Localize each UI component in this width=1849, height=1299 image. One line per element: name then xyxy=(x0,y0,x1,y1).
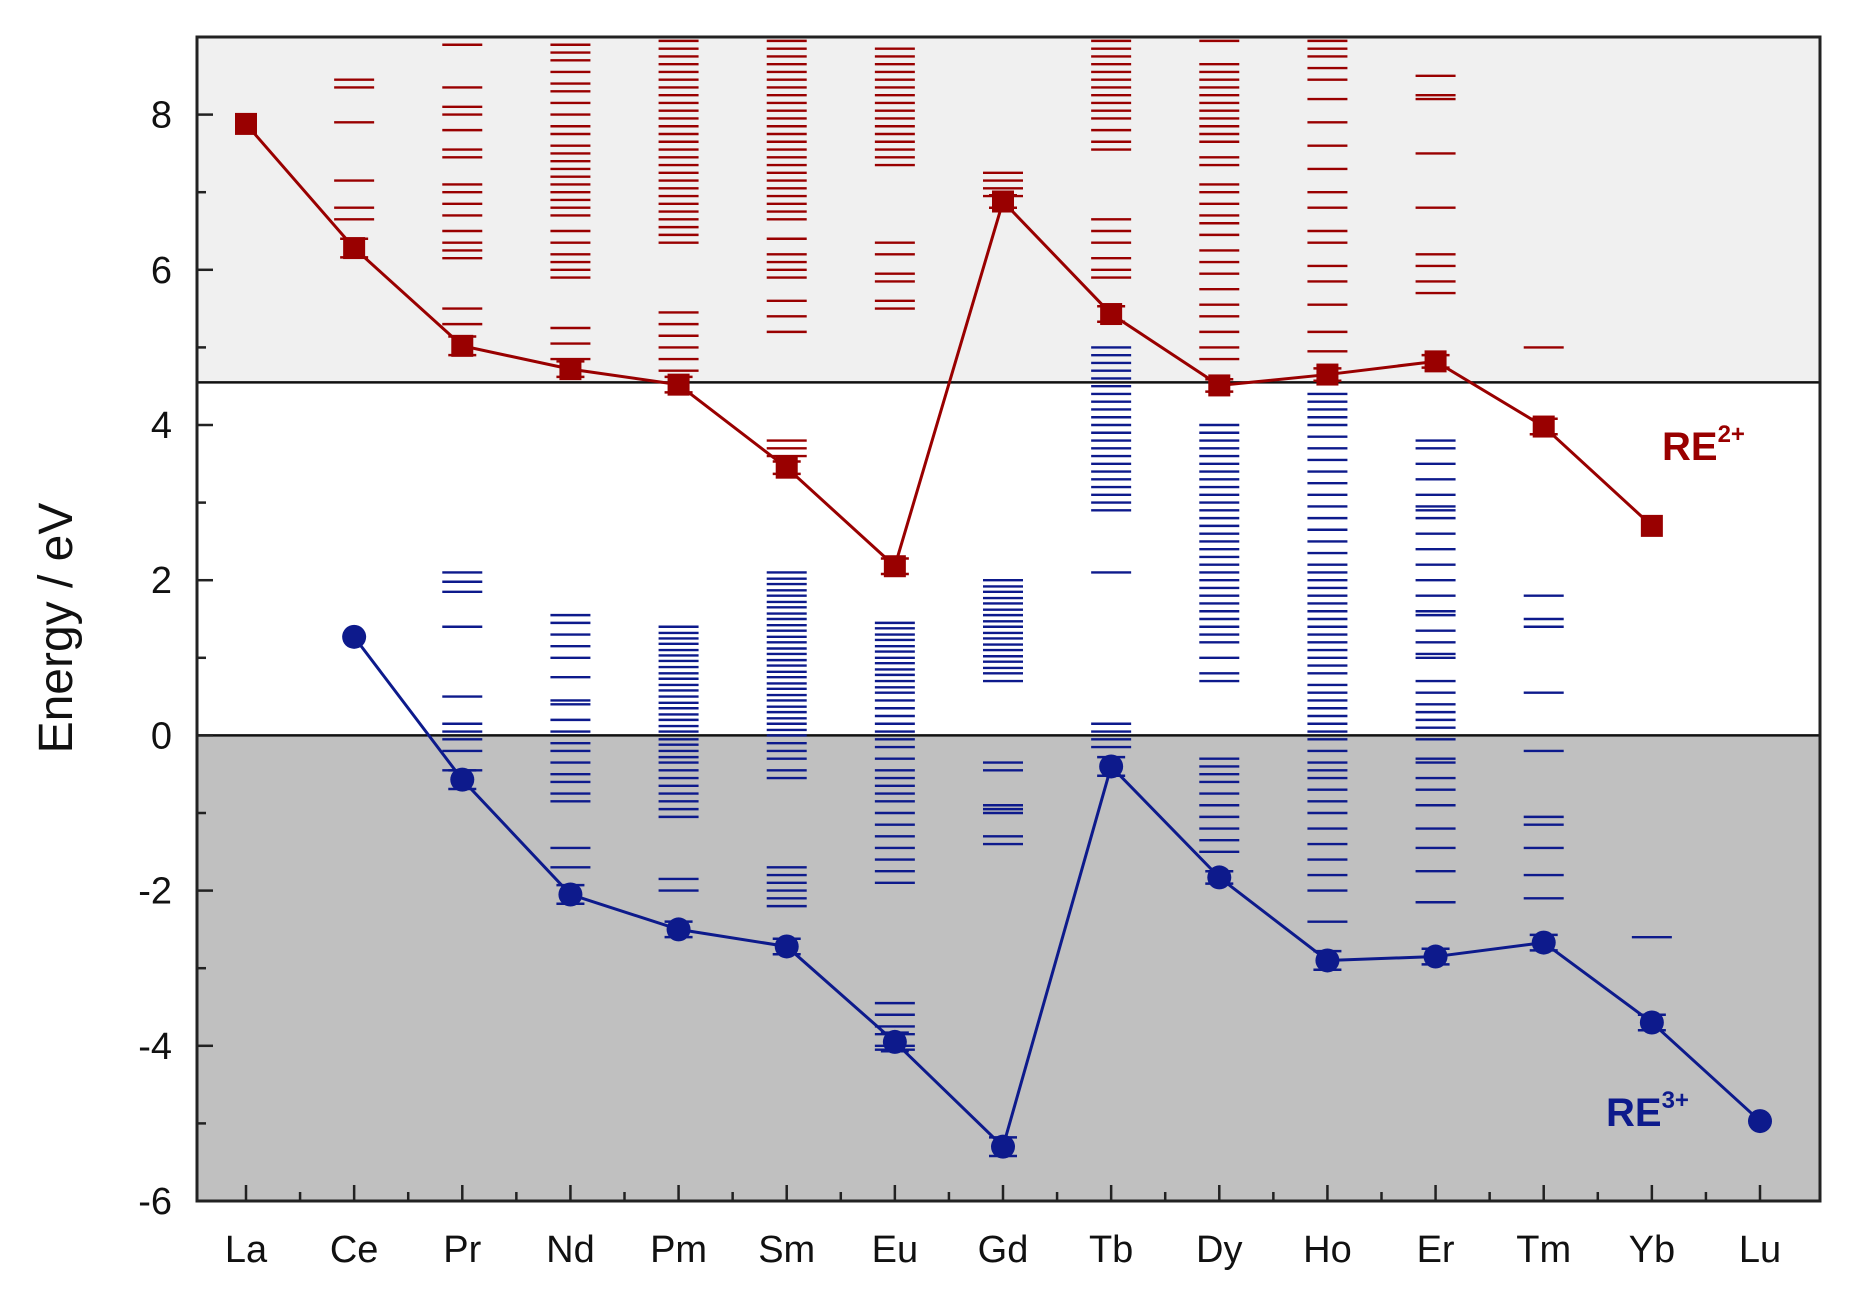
y-tick-label: -2 xyxy=(138,871,172,913)
x-tick-label-nd: Nd xyxy=(546,1229,595,1271)
x-tick-label-tm: Tm xyxy=(1516,1229,1571,1271)
data-point-3plus-nd xyxy=(558,882,583,907)
data-point-2plus-ho xyxy=(1316,363,1339,386)
x-tick-label-tb: Tb xyxy=(1089,1229,1133,1271)
data-point-2plus-tm xyxy=(1532,415,1555,438)
data-point-3plus-yb xyxy=(1639,1010,1664,1035)
series-label-charge: 2+ xyxy=(1718,421,1745,448)
x-tick-label-sm: Sm xyxy=(758,1229,815,1271)
y-tick-label: 0 xyxy=(151,715,172,757)
x-axis-ticks: La Ce Pr Nd Pm Sm Eu Gd Tb Dy Ho Er Tm Yb Lu xyxy=(225,1185,1781,1271)
data-point-3plus-pm xyxy=(666,917,691,942)
data-point-2plus-er xyxy=(1424,350,1447,373)
data-point-2plus-yb xyxy=(1640,514,1663,537)
data-point-2plus-dy xyxy=(1208,374,1231,397)
y-tick-label: -6 xyxy=(138,1181,172,1223)
y-tick-label: -4 xyxy=(138,1026,172,1068)
series-lines xyxy=(244,122,1762,1150)
series-markers xyxy=(235,112,1772,1159)
data-point-2plus-pr xyxy=(451,334,474,357)
y-tick-label: 6 xyxy=(151,250,172,292)
data-point-3plus-er xyxy=(1423,944,1448,969)
series-line-2plus xyxy=(244,122,1653,569)
plot-frame xyxy=(195,35,1822,1203)
y-tick-label: 4 xyxy=(151,405,172,447)
x-tick-label-pr: Pr xyxy=(443,1229,481,1271)
x-tick-label-dy: Dy xyxy=(1196,1229,1242,1271)
data-point-3plus-eu xyxy=(882,1029,907,1054)
data-point-2plus-nd xyxy=(559,358,582,381)
y-axis-ticks: -6 -4 -2 0 2 4 6 8 xyxy=(138,35,213,1223)
data-point-3plus-lu xyxy=(1748,1109,1772,1134)
data-point-2plus-tb xyxy=(1100,303,1123,326)
y-tick-label: 8 xyxy=(151,95,172,137)
x-tick-label-ho: Ho xyxy=(1303,1229,1352,1271)
x-tick-label-eu: Eu xyxy=(872,1229,918,1271)
data-point-2plus-la xyxy=(235,112,257,135)
x-tick-label-lu: Lu xyxy=(1739,1229,1781,1271)
x-tick-label-er: Er xyxy=(1417,1229,1455,1271)
energy-level-lines xyxy=(334,39,1672,1051)
data-point-3plus-dy xyxy=(1207,865,1232,890)
data-point-2plus-eu xyxy=(883,555,906,578)
x-tick-label-pm: Pm xyxy=(650,1229,707,1271)
x-tick-label-la: La xyxy=(225,1229,268,1271)
data-point-3plus-ho xyxy=(1315,948,1340,973)
reference-lines xyxy=(197,381,1820,737)
x-tick-label-gd: Gd xyxy=(978,1229,1029,1271)
data-point-2plus-sm xyxy=(775,456,798,479)
series-line-3plus xyxy=(352,635,1762,1150)
data-point-2plus-ce xyxy=(343,237,366,260)
y-tick-label: 2 xyxy=(151,560,172,602)
series-labels: RE2+RE3+ xyxy=(1606,421,1745,1135)
data-point-2plus-gd xyxy=(992,190,1014,213)
data-point-3plus-gd xyxy=(991,1134,1015,1159)
data-point-2plus-pm xyxy=(667,373,690,396)
y-axis-title: Energy / eV xyxy=(30,503,83,754)
series-label-charge: 3+ xyxy=(1662,1087,1689,1114)
x-tick-label-ce: Ce xyxy=(330,1229,379,1271)
data-point-3plus-tb xyxy=(1099,754,1124,779)
series-label-2plus: RE2+ xyxy=(1662,421,1745,469)
data-point-3plus-pr xyxy=(450,767,475,792)
x-tick-label-yb: Yb xyxy=(1629,1229,1675,1271)
data-point-3plus-ce xyxy=(342,624,367,649)
data-point-3plus-tm xyxy=(1531,930,1556,955)
data-point-3plus-sm xyxy=(774,934,799,959)
